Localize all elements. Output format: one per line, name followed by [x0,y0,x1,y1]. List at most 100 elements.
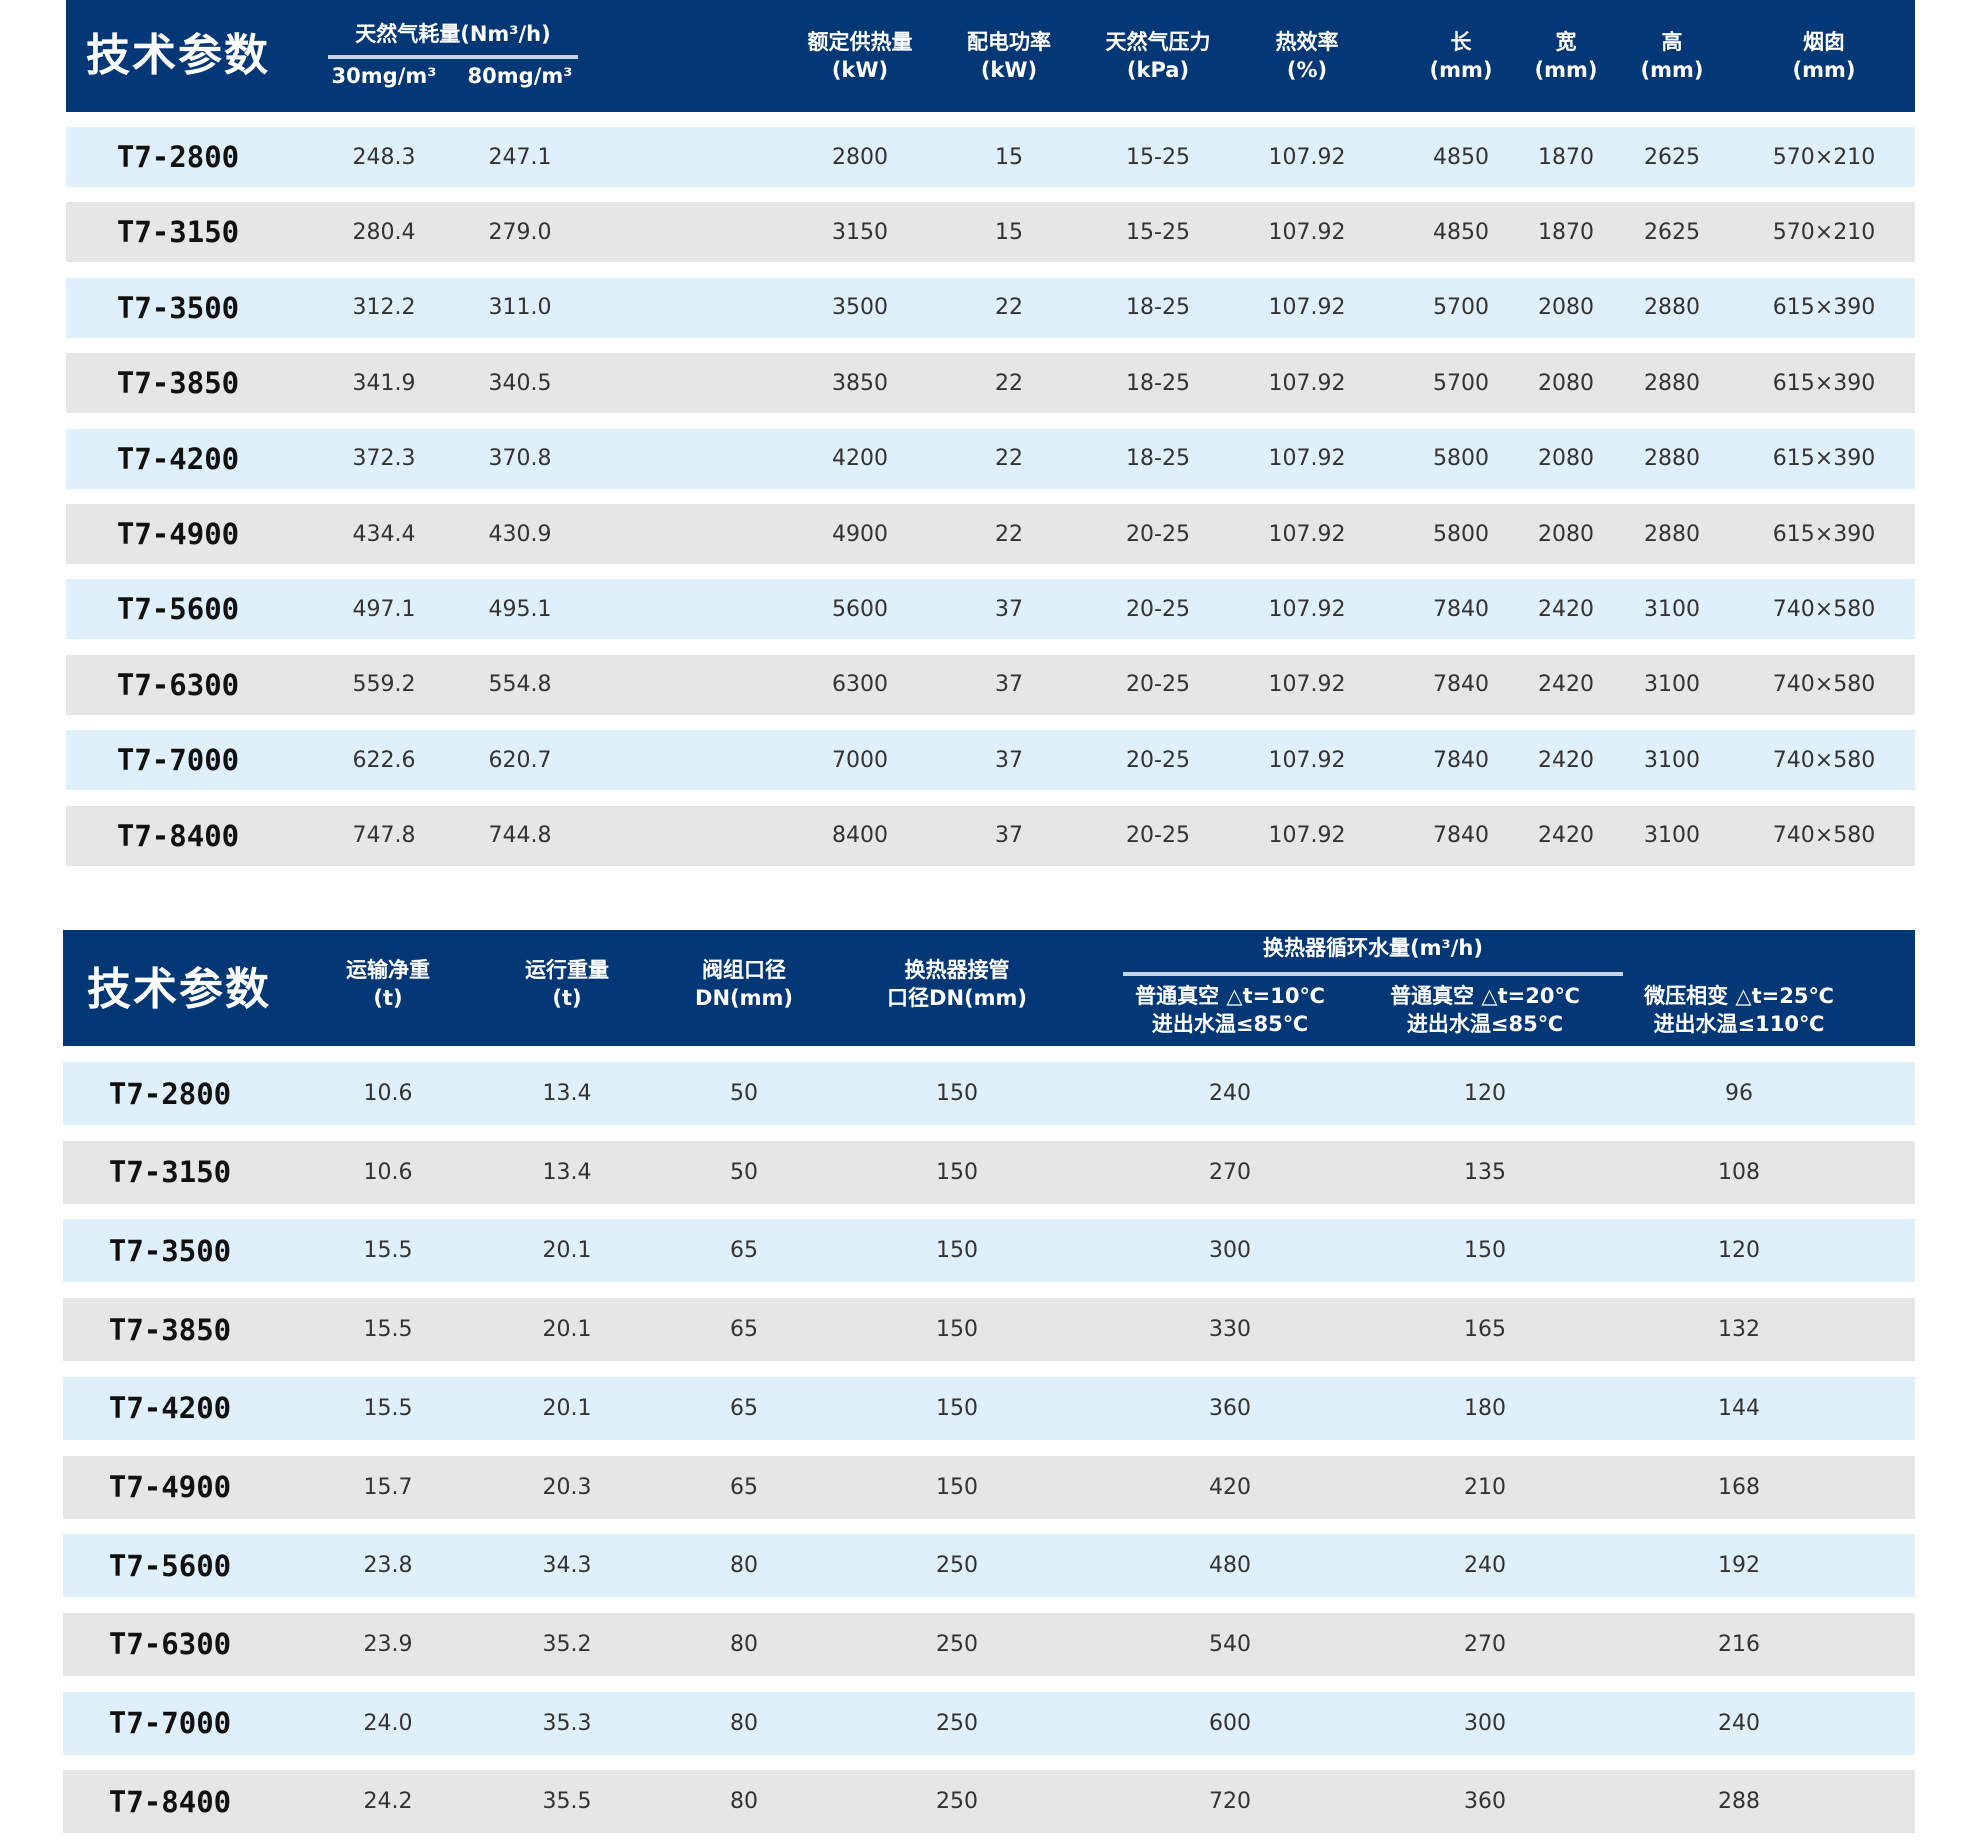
table-cell: 150 [936,1474,978,1500]
table-row: T7-5600 497.1 495.1 5600 37 20-25 107.92 7840 24… [66,579,1915,640]
table-cell: 311.0 [488,295,552,321]
table-cell: 5700 [1433,370,1489,396]
table-cell: 150 [1464,1238,1506,1264]
table-cell: 7840 [1433,596,1489,622]
table-cell: 3500 [832,295,888,321]
table-cell: 20-25 [1126,747,1190,773]
table-cell: 18-25 [1126,370,1190,396]
model-name: T7-4200 [108,1391,232,1426]
table-cell: 620.7 [488,747,552,773]
table-cell: 34.3 [542,1553,592,1579]
table-cell: 434.4 [352,521,416,547]
table-cell: 2625 [1644,144,1700,170]
table-cell: 2880 [1644,446,1700,472]
table-cell: 15-25 [1126,144,1190,170]
table-row: T7-4900 434.4 430.9 4900 22 20-25 107.92 5800 20… [66,504,1915,564]
table-cell: 270 [1464,1631,1506,1657]
table-cell: 20.1 [542,1317,592,1343]
table-cell: 2880 [1644,521,1700,547]
table-cell: 37 [995,823,1023,849]
table-cell: 15 [995,219,1023,245]
table-cell: 80 [730,1553,758,1579]
table-cell: 108 [1718,1159,1760,1185]
table-cell: 497.1 [352,596,416,622]
table2-column-header: 普通真空 △t=20℃ 进出水温≤85℃ [1390,984,1580,1037]
model-name: T7-7000 [116,743,240,778]
table-cell: 80 [730,1631,758,1657]
water-flow-group-header: 换热器循环水量(m³/h) [1263,936,1483,960]
table-cell: 430.9 [488,521,552,547]
model-name: T7-5600 [108,1548,232,1583]
table-cell: 615×390 [1772,370,1876,396]
table-cell: 6300 [832,672,888,698]
table1-column-header: 烟囱 (mm) [1792,30,1856,83]
table-cell: 250 [936,1631,978,1657]
table-cell: 2080 [1538,521,1594,547]
table-cell: 150 [936,1395,978,1421]
table-cell: 180 [1464,1395,1506,1421]
table-cell: 312.2 [352,295,416,321]
table-cell: 20-25 [1126,596,1190,622]
table-cell: 107.92 [1268,446,1346,472]
table-cell: 747.8 [352,823,416,849]
table-cell: 240 [1209,1081,1251,1106]
table-cell: 4200 [832,446,888,472]
table-cell: 3850 [832,370,888,396]
table-cell: 570×210 [1772,144,1876,170]
table-cell: 250 [936,1789,978,1815]
table-cell: 65 [730,1474,758,1500]
table-cell: 150 [936,1238,978,1264]
table-cell: 22 [995,295,1023,321]
table-cell: 559.2 [352,672,416,698]
table-row: T7-8400 747.8 744.8 8400 37 20-25 107.92 7840 24… [66,805,1915,866]
model-name: T7-3150 [116,215,240,250]
table-cell: 2420 [1538,823,1594,849]
table-cell: 18-25 [1126,446,1190,472]
table-cell: 570×210 [1772,219,1876,245]
model-name: T7-3850 [116,366,240,401]
table-cell: 5800 [1433,446,1489,472]
table1-column-header: 80mg/m³ [467,64,573,88]
table-cell: 7840 [1433,672,1489,698]
table-cell: 96 [1725,1081,1753,1106]
table1-column-header: 30mg/m³ [331,64,437,88]
table-cell: 2080 [1538,446,1594,472]
table1-column-header: 额定供热量 (kW) [807,30,913,83]
table-cell: 13.4 [542,1081,592,1106]
table-cell: 4900 [832,521,888,547]
table-cell: 20-25 [1126,672,1190,698]
model-name: T7-4200 [116,441,240,476]
table-cell: 250 [936,1553,978,1579]
table1-header: 技术参数 天然气耗量(Nm³/h) 30mg/m³ 80mg/m³ 额定供热量 (k… [66,0,1915,112]
table-cell: 3100 [1644,823,1700,849]
table-cell: 1870 [1538,219,1594,245]
table-cell: 216 [1718,1631,1760,1657]
table-cell: 50 [730,1081,758,1106]
table-cell: 240 [1718,1710,1760,1736]
table-cell: 2420 [1538,596,1594,622]
table1-column-header: 高 (mm) [1640,30,1704,83]
table1-title: 技术参数 [86,30,270,81]
gas-consumption-group-header: 天然气耗量(Nm³/h) [355,22,551,46]
model-name: T7-4900 [116,517,240,551]
model-name: T7-6300 [116,667,240,702]
table-cell: 23.8 [363,1553,413,1579]
table-cell: 3100 [1644,672,1700,698]
table-cell: 340.5 [488,370,552,396]
table-cell: 554.8 [488,672,552,698]
table-cell: 15.5 [363,1317,413,1343]
table-cell: 22 [995,446,1023,472]
table-cell: 615×390 [1772,446,1876,472]
table-cell: 35.5 [542,1789,592,1815]
model-name: T7-5600 [116,592,240,627]
table-cell: 7840 [1433,823,1489,849]
table-cell: 370.8 [488,446,552,472]
table-cell: 372.3 [352,446,416,472]
table-cell: 600 [1209,1710,1251,1736]
table-cell: 2625 [1644,219,1700,245]
table-cell: 2800 [832,144,888,170]
table2-title: 技术参数 [87,964,271,1015]
table-row: T7-3500 15.5 20.1 65 150 300 150 120 [63,1219,1915,1283]
model-name: T7-8400 [108,1784,232,1819]
table-row: T7-2800 248.3 247.1 2800 15 15-25 107.92 4850 18… [66,127,1915,187]
